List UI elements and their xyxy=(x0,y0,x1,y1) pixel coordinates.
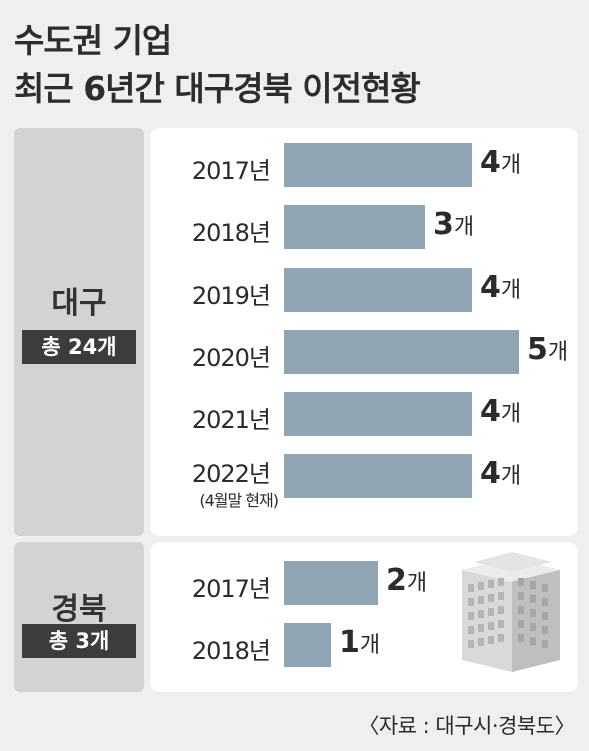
gyeongbuk-label-panel: 경북 총 3개 xyxy=(14,542,144,692)
bar-daegu-0 xyxy=(284,143,472,187)
bar-daegu-4 xyxy=(284,392,472,436)
bar-daegu-5 xyxy=(284,454,472,498)
bar-gyeongbuk-1 xyxy=(284,623,331,667)
data-label-daegu-1: 3개 xyxy=(433,207,475,242)
source-note: 〈자료 : 대구시·경북도〉 xyxy=(358,714,575,738)
region-name-daegu: 대구 xyxy=(51,286,107,321)
tick-label-daegu-5: 2022년 xyxy=(191,460,271,488)
data-label-gyeongbuk-0: 2개 xyxy=(386,563,428,598)
chart-title-line2: 최근 6년간 대구경북 이전현황 xyxy=(14,69,421,108)
tick-label-daegu-1: 2018년 xyxy=(191,219,271,247)
data-label-daegu-4: 4개 xyxy=(480,394,522,429)
bar-daegu-1 xyxy=(284,205,425,249)
tick-label-gyeongbuk-0: 2017년 xyxy=(191,575,271,603)
daegu-label-panel: 대구 총 24개 xyxy=(14,128,144,536)
tick-note-daegu-5: (4월말 현재) xyxy=(199,491,279,510)
tick-label-daegu-4: 2021년 xyxy=(191,406,271,434)
total-badge-gyeongbuk: 총 3개 xyxy=(22,624,136,658)
data-label-daegu-5: 4개 xyxy=(480,456,522,491)
chart-title-line1: 수도권 기업 xyxy=(14,21,172,60)
data-label-daegu-3: 5개 xyxy=(527,332,569,367)
tick-label-daegu-3: 2020년 xyxy=(191,344,271,372)
region-name-gyeongbuk: 경북 xyxy=(51,592,107,627)
tick-label-daegu-2: 2019년 xyxy=(191,282,271,310)
building-icon xyxy=(462,552,560,672)
data-label-daegu-2: 4개 xyxy=(480,270,522,305)
tick-label-gyeongbuk-1: 2018년 xyxy=(191,637,271,665)
bar-daegu-2 xyxy=(284,268,472,312)
data-label-gyeongbuk-1: 1개 xyxy=(339,625,381,660)
tick-label-daegu-0: 2017년 xyxy=(191,157,271,185)
bar-gyeongbuk-0 xyxy=(284,561,378,605)
data-label-daegu-0: 4개 xyxy=(480,145,522,180)
bar-daegu-3 xyxy=(284,330,519,374)
total-badge-daegu: 총 24개 xyxy=(22,330,136,364)
